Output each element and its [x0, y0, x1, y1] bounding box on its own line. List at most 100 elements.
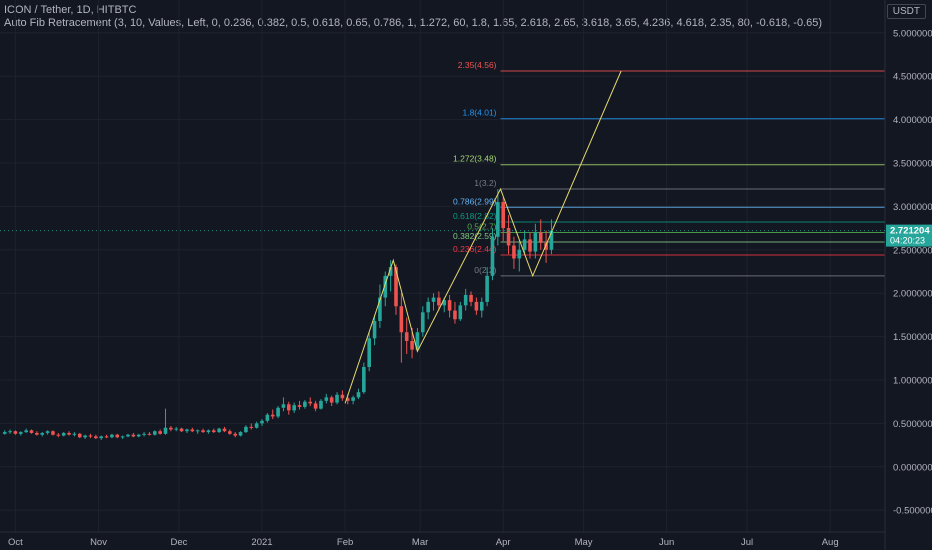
fib-level-label: 1(3.2) [474, 178, 496, 188]
candle-body [51, 431, 55, 435]
candle-body [421, 312, 425, 333]
x-tick-label: Oct [8, 537, 23, 548]
candle-body [185, 429, 189, 432]
currency-button[interactable]: USDT [886, 4, 926, 19]
candle-body [233, 433, 237, 436]
candle-body [469, 294, 473, 302]
fib-level-label: 0.618(2.82) [453, 211, 497, 221]
candle-body [13, 431, 18, 434]
candle-body [142, 433, 146, 435]
candle-body [506, 228, 511, 246]
candle-body [485, 275, 489, 302]
candle-body [388, 267, 393, 276]
fib-level-label: 0.786(2.99) [453, 196, 497, 206]
candle-body [115, 434, 120, 438]
candle-body [24, 430, 28, 433]
candle-body [88, 435, 93, 437]
candle-body [56, 434, 61, 436]
candle-body [77, 433, 82, 438]
candle-body [276, 407, 280, 417]
candle-body [83, 435, 87, 438]
candle-body [163, 427, 168, 434]
candle-body [345, 398, 350, 401]
y-tick-label: 4.000000 [893, 115, 932, 126]
candle-body [126, 434, 130, 437]
price-tag-countdown: 04:20:23 [890, 236, 925, 246]
candle-body [319, 400, 323, 409]
candle-body [217, 428, 221, 433]
fib-level-label: 0.382(2.59) [453, 231, 497, 241]
candle-body [260, 420, 264, 424]
candle-body [190, 429, 195, 432]
indicator-legend[interactable]: Auto Fib Retracement (3, 10, Values, Lef… [4, 17, 823, 29]
candle-body [474, 301, 479, 311]
candle-body [249, 426, 254, 428]
candle-body [329, 397, 334, 403]
candle-body [174, 428, 179, 430]
x-tick-label: Apr [496, 537, 511, 548]
candle-body [426, 301, 430, 313]
candle-body [94, 436, 98, 439]
candle-body [522, 239, 527, 250]
candle-body [549, 230, 554, 250]
candle-body [238, 432, 243, 436]
candle-body [512, 245, 516, 259]
y-tick-label: 1.000000 [893, 376, 932, 387]
candle-body [437, 297, 441, 306]
candle-body [292, 405, 296, 411]
candle-body [313, 403, 318, 409]
candle-body [447, 300, 452, 311]
x-tick-label: 2021 [251, 537, 272, 548]
fib-level-label: 0(2.2) [474, 265, 496, 275]
candle-body [104, 436, 109, 438]
fib-level-label: 1.8(4.01) [462, 108, 496, 118]
candle-body [528, 239, 532, 252]
candle-body [496, 202, 500, 237]
y-tick-label: -0.500000 [893, 506, 932, 517]
x-tick-label: Nov [90, 537, 107, 548]
candle-body [367, 338, 371, 367]
symbol-title: ICON / Tether, 1D, HITBTC [4, 4, 137, 16]
candle-body [19, 432, 23, 434]
candle-body [501, 202, 505, 229]
fib-level-label: 2.35(4.56) [458, 60, 497, 70]
candle-body [211, 430, 216, 433]
candle-body [99, 436, 103, 439]
candle-body [35, 432, 39, 435]
y-tick-label: 2.000000 [893, 289, 932, 300]
candle-body [136, 434, 141, 437]
y-tick-label: 4.500000 [893, 72, 932, 83]
candle-body [169, 427, 173, 430]
candle-body [254, 423, 259, 428]
y-tick-label: 3.500000 [893, 159, 932, 170]
candle-body [8, 431, 12, 433]
candle-body [244, 426, 248, 433]
x-tick-label: Mar [412, 537, 428, 548]
candle-body [372, 320, 377, 339]
candle-body [297, 405, 302, 407]
candle-body [383, 275, 388, 298]
fib-level-label: 1.272(3.48) [453, 154, 497, 164]
candle-body [228, 431, 232, 434]
candle-body [544, 242, 548, 250]
candle-body [517, 249, 522, 259]
fib-level-label: 0.5(2.7) [467, 221, 496, 231]
candle-body [324, 397, 329, 401]
x-tick-label: Dec [170, 537, 187, 548]
x-tick-label: Jul [741, 537, 753, 548]
candle-body [201, 430, 205, 433]
candle-body [431, 297, 436, 302]
y-tick-label: 0.500000 [893, 419, 932, 430]
candle-body [287, 404, 291, 411]
candle-body [340, 394, 345, 399]
price-tag [886, 224, 932, 247]
candle-body [351, 397, 355, 401]
candle-body [29, 430, 34, 433]
candle-body [479, 301, 484, 311]
x-tick-label: Aug [822, 537, 839, 548]
candle-body [453, 310, 457, 320]
y-tick-label: 1.500000 [893, 332, 932, 343]
candle-body [458, 305, 463, 320]
candle-body [40, 432, 45, 435]
